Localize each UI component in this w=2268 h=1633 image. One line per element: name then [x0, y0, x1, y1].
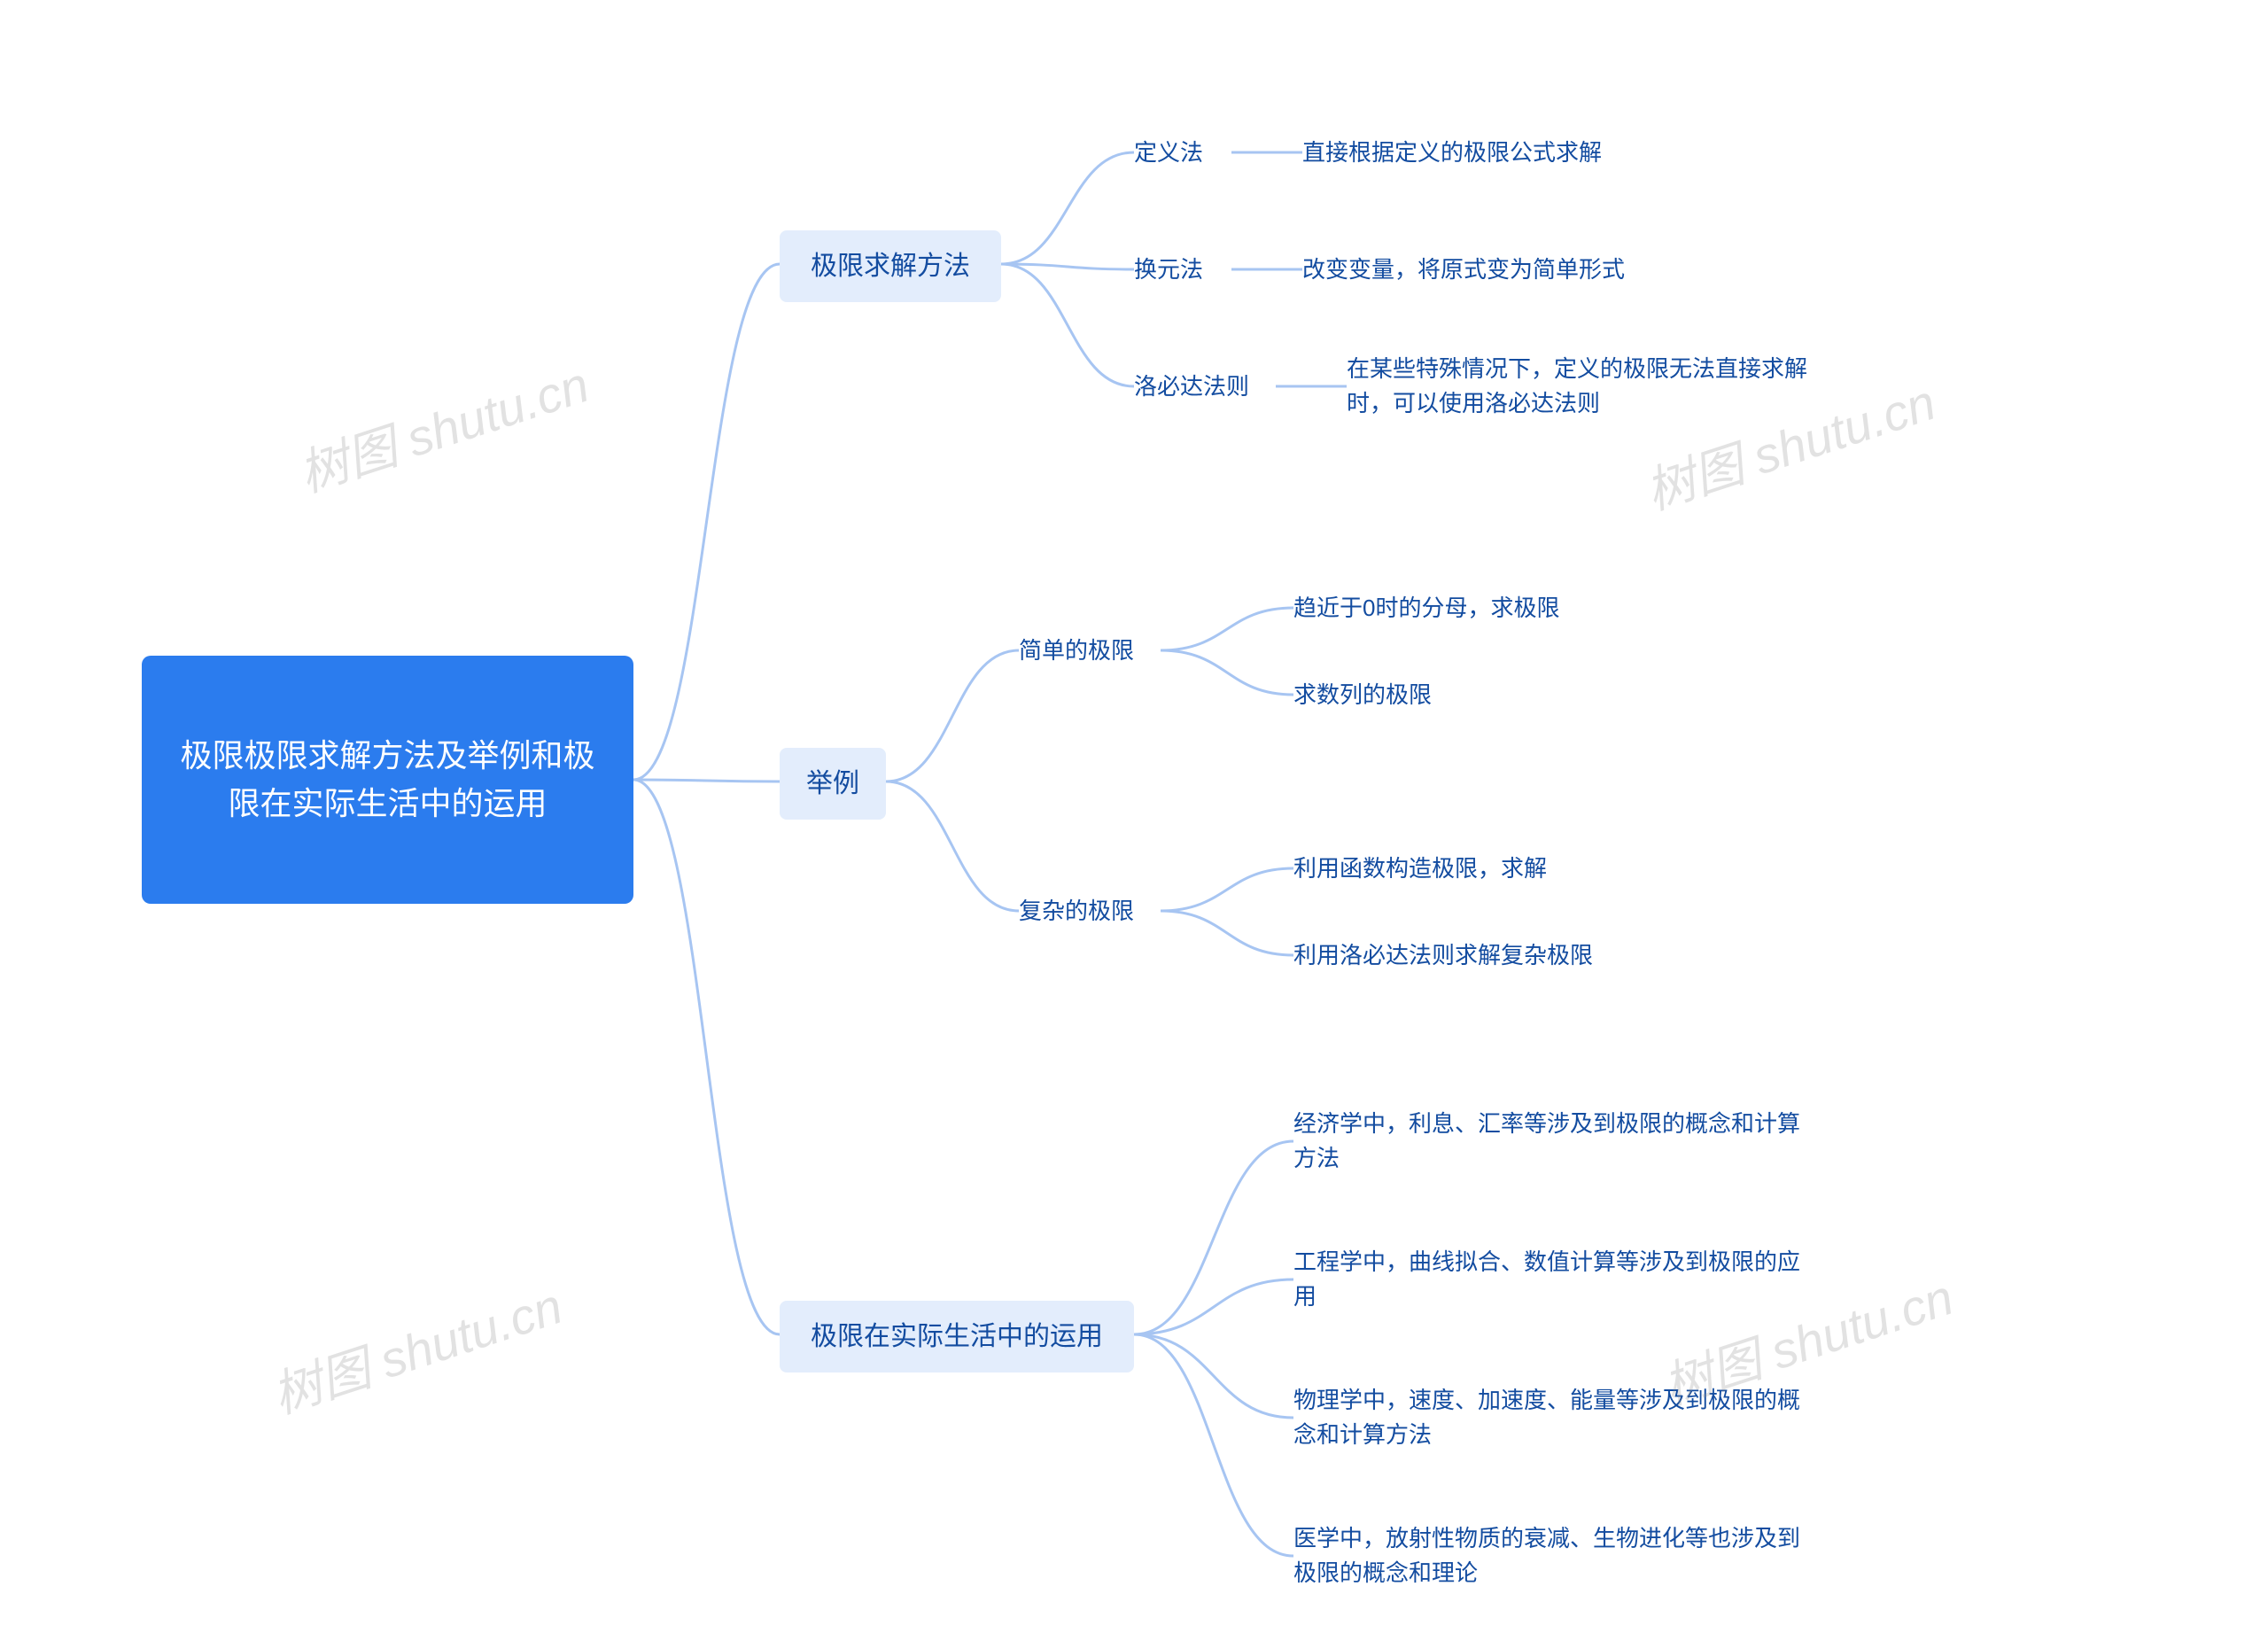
method-definition-desc: 直接根据定义的极限公式求解	[1302, 131, 1674, 174]
branch-examples: 举例	[780, 748, 886, 820]
branch-methods: 极限求解方法	[780, 230, 1001, 302]
root-node: 极限极限求解方法及举例和极限在实际生活中的运用	[142, 656, 633, 904]
examples-complex-1: 利用函数构造极限，求解	[1293, 847, 1595, 890]
method-substitution-desc: 改变变量，将原式变为简单形式	[1302, 248, 1692, 291]
method-lhopital-desc: 在某些特殊情况下，定义的极限无法直接求解时，可以使用洛必达法则	[1347, 347, 1843, 425]
method-substitution: 换元法	[1134, 248, 1231, 291]
method-definition: 定义法	[1134, 131, 1231, 174]
app-engineering: 工程学中，曲线拟合、数值计算等涉及到极限的应用	[1293, 1240, 1807, 1318]
examples-simple-2: 求数列的极限	[1293, 673, 1488, 716]
method-lhopital: 洛必达法则	[1134, 365, 1276, 408]
app-physics: 物理学中，速度、加速度、能量等涉及到极限的概念和计算方法	[1293, 1379, 1807, 1457]
mindmap-canvas: 极限极限求解方法及举例和极限在实际生活中的运用 极限求解方法 定义法 直接根据定…	[0, 0, 2268, 1633]
app-economics: 经济学中，利息、汇率等涉及到极限的概念和计算方法	[1293, 1102, 1807, 1180]
branch-applications: 极限在实际生活中的运用	[780, 1301, 1134, 1372]
examples-simple: 简单的极限	[1019, 629, 1161, 672]
examples-simple-1: 趋近于0时的分母，求极限	[1293, 587, 1612, 629]
watermark: 树图 shutu.cn	[262, 1267, 571, 1428]
examples-complex: 复杂的极限	[1019, 890, 1161, 932]
examples-complex-2: 利用洛必达法则求解复杂极限	[1293, 934, 1648, 976]
app-medicine: 医学中，放射性物质的衰减、生物进化等也涉及到极限的概念和理论	[1293, 1517, 1807, 1595]
watermark: 树图 shutu.cn	[289, 346, 597, 507]
